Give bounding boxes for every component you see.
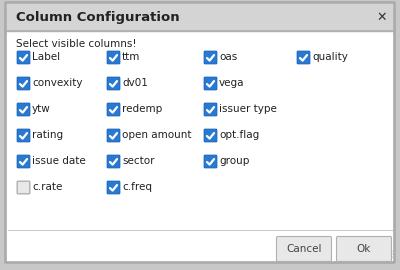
FancyBboxPatch shape	[204, 155, 217, 168]
Text: c.rate: c.rate	[32, 183, 62, 193]
Text: vega: vega	[219, 79, 244, 89]
FancyBboxPatch shape	[17, 129, 30, 142]
Text: sector: sector	[122, 157, 154, 167]
Bar	[6, 3, 394, 31]
FancyBboxPatch shape	[17, 181, 30, 194]
FancyBboxPatch shape	[204, 129, 217, 142]
FancyBboxPatch shape	[6, 3, 394, 31]
FancyBboxPatch shape	[17, 103, 30, 116]
Text: ytw: ytw	[32, 104, 51, 114]
Text: issuer type: issuer type	[219, 104, 277, 114]
FancyBboxPatch shape	[107, 51, 120, 64]
FancyBboxPatch shape	[107, 181, 120, 194]
FancyBboxPatch shape	[107, 77, 120, 90]
Text: Ok: Ok	[357, 244, 371, 254]
FancyBboxPatch shape	[204, 77, 217, 90]
FancyBboxPatch shape	[204, 103, 217, 116]
Text: open amount: open amount	[122, 130, 192, 140]
Text: rating: rating	[32, 130, 63, 140]
Text: oas: oas	[219, 52, 237, 62]
FancyBboxPatch shape	[17, 51, 30, 64]
Text: Column Configuration: Column Configuration	[16, 12, 180, 25]
FancyBboxPatch shape	[107, 129, 120, 142]
FancyBboxPatch shape	[107, 103, 120, 116]
Text: Label: Label	[32, 52, 60, 62]
Text: Select visible columns!: Select visible columns!	[16, 39, 137, 49]
Text: Cancel: Cancel	[286, 244, 322, 254]
FancyBboxPatch shape	[336, 237, 392, 262]
Text: opt.flag: opt.flag	[219, 130, 259, 140]
Text: redemp: redemp	[122, 104, 162, 114]
Text: quality: quality	[312, 52, 348, 62]
FancyBboxPatch shape	[17, 77, 30, 90]
FancyBboxPatch shape	[276, 237, 332, 262]
FancyBboxPatch shape	[204, 51, 217, 64]
Text: ✕: ✕	[377, 11, 387, 23]
Text: ttm: ttm	[122, 52, 140, 62]
FancyBboxPatch shape	[107, 155, 120, 168]
Text: group: group	[219, 157, 249, 167]
Text: dv01: dv01	[122, 79, 148, 89]
FancyBboxPatch shape	[17, 155, 30, 168]
Text: c.freq: c.freq	[122, 183, 152, 193]
Text: convexity: convexity	[32, 79, 82, 89]
FancyBboxPatch shape	[297, 51, 310, 64]
Text: issue date: issue date	[32, 157, 86, 167]
